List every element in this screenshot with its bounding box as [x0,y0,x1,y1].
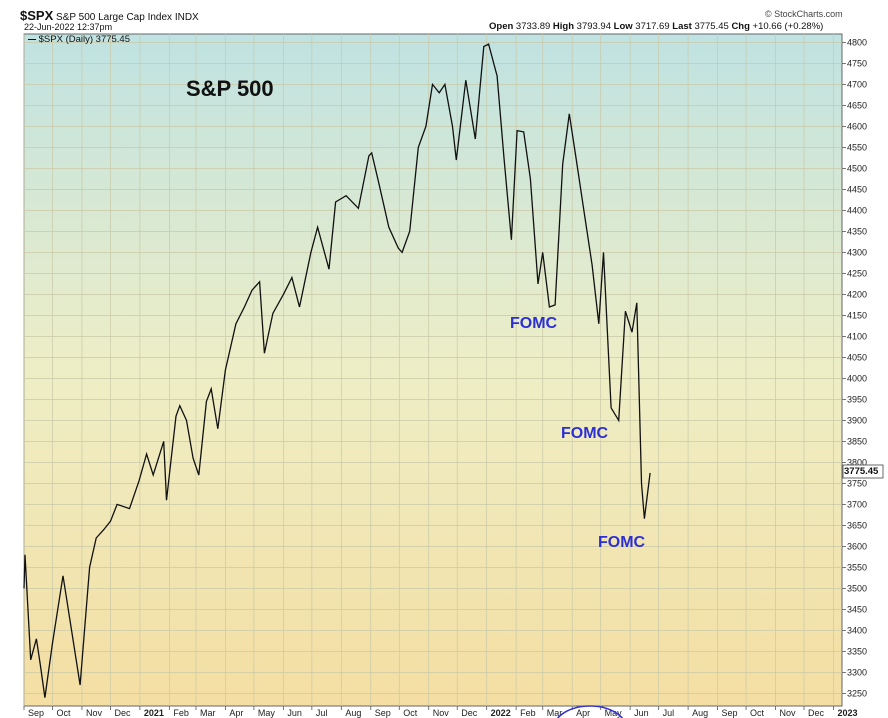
grid [23,34,842,706]
series-legend: $SPX (Daily) 3775.45 [28,34,130,45]
x-tick-label: Jun [287,708,302,718]
high-label: High [552,21,575,32]
x-tick-label: Dec [461,708,478,718]
y-tick-label: 3650 [847,520,867,530]
last-price-tag: 3775.45 [844,466,879,477]
y-tick-label: 3400 [847,625,867,635]
x-axis: Sep Oct Nov Dec 2021 Feb Mar Apr May Jun Jul Aug Sep… [23,706,857,718]
y-tick-label: 4550 [847,142,867,152]
exchange: INDX [174,12,199,23]
x-tick-label: Sep [28,708,44,718]
chg-value: +10.66 (+0.28%) [752,21,824,32]
y-tick-label: 4250 [847,268,867,278]
y-tick-label: 4350 [847,226,867,236]
price-line [23,43,651,698]
y-tick-label: 4650 [847,100,867,110]
y-tick-label: 4600 [847,121,867,131]
x-tick-label: 2022 [491,708,511,718]
y-tick-label: 3850 [847,436,867,446]
y-tick-label: 4050 [847,352,867,362]
x-tick-label: Nov [86,708,103,718]
x-tick-label: Aug [345,708,361,718]
fomc-circle [556,705,624,718]
last-value: 3775.45 [694,21,729,32]
x-tick-label: Jun [634,708,649,718]
fomc-annotation-3: FOMC [598,534,646,551]
y-tick-label: 3800 [847,457,867,467]
y-tick-label: 4150 [847,310,867,320]
x-tick-label: Dec [114,708,131,718]
x-tick-label: Apr [576,708,590,718]
y-tick-label: 3500 [847,583,867,593]
y-tick-label: 3950 [847,394,867,404]
y-tick-label: 3300 [847,667,867,677]
x-tick-label: Nov [779,708,796,718]
x-tick-label: Sep [722,708,738,718]
y-tick-label: 4750 [847,58,867,68]
chart-title: S&P 500 [186,76,274,101]
y-tick-label: 3750 [847,478,867,488]
ohlc-summary: Open 3733.89 High 3793.94 Low 3717.69 La… [489,21,823,32]
brand-watermark: © StockCharts.com [765,9,843,19]
y-tick-label: 3700 [847,499,867,509]
open-value: 3733.89 [515,21,551,32]
x-tick-label: Oct [403,708,418,718]
x-tick-label: Apr [229,708,243,718]
y-tick-label: 4700 [847,79,867,89]
fomc-annotation-2: FOMC [561,425,609,442]
x-tick-label: Aug [692,708,708,718]
x-tick-label: Dec [808,708,825,718]
x-tick-label: 2021 [144,708,164,718]
y-tick-label: 4400 [847,205,867,215]
y-tick-label: 4100 [847,331,867,341]
x-tick-label: Oct [750,708,765,718]
high-value: 3793.94 [576,21,611,32]
last-price-tag-box [842,464,884,479]
legend-label: $SPX (Daily) 3775.45 [38,34,130,45]
index-name: S&P 500 Large Cap Index [56,12,173,23]
x-tick-label: Feb [173,708,189,718]
y-tick-label: 4000 [847,373,867,383]
last-label: Last [672,21,692,32]
symbol: $SPX [20,8,54,23]
y-tick-label: 3350 [847,646,867,656]
open-label: Open [489,21,514,32]
y-tick-label: 4500 [847,163,867,173]
y-tick-label: 4800 [847,37,867,47]
x-tick-label: Sep [375,708,391,718]
y-tick-label: 4300 [847,247,867,257]
low-value: 3717.69 [635,21,670,32]
fomc-annotation-1: FOMC [510,315,558,332]
y-tick-label: 4450 [847,184,867,194]
x-tick-label: Jul [663,708,675,718]
x-tick-label: Mar [547,708,563,718]
legend-swatch [28,38,36,41]
y-tick-label: 3600 [847,541,867,551]
timestamp: 22-Jun-2022 12:37pm [24,22,113,32]
symbol-line: $SPX S&P 500 Large Cap Index INDX [20,8,199,23]
low-label: Low [613,21,633,32]
x-tick-label: 2023 [837,708,857,718]
y-tick-label: 3900 [847,415,867,425]
x-tick-label: Jul [316,708,328,718]
x-tick-label: May [605,708,623,718]
x-tick-label: Nov [433,708,450,718]
chg-label: Chg [731,21,750,32]
plot-background [23,33,843,707]
y-tick-label: 4200 [847,289,867,299]
y-tick-label: 3550 [847,562,867,572]
y-axis: 3250 3300 3350 3400 3450 3500 3550 3600 3650 3700… [842,37,867,698]
y-tick-label: 3450 [847,604,867,614]
x-tick-label: May [258,708,276,718]
x-tick-label: Feb [520,708,536,718]
y-tick-label: 3250 [847,688,867,698]
x-tick-label: Oct [57,708,72,718]
x-tick-label: Mar [200,708,216,718]
